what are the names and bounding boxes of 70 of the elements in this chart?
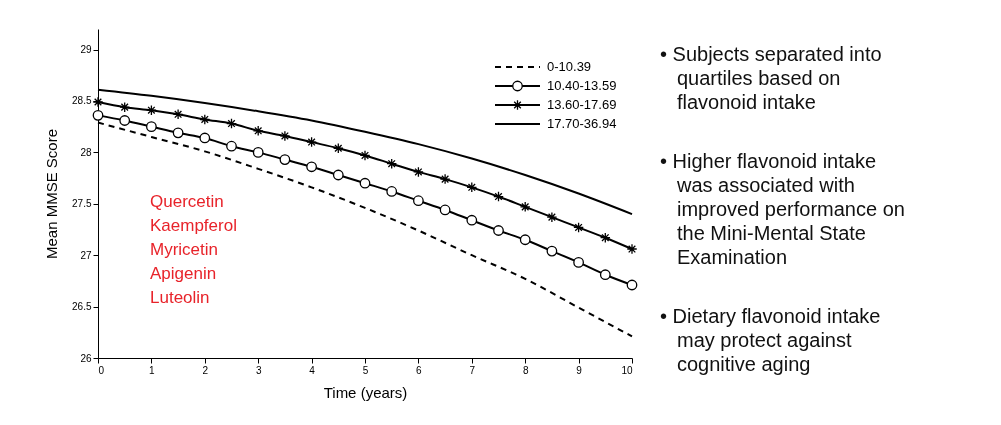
point xyxy=(199,114,211,125)
x-tick-label: 7 xyxy=(469,364,476,376)
y-tick-label: 26 xyxy=(80,352,92,364)
point xyxy=(599,269,611,281)
x-tick-label: 9 xyxy=(576,364,583,376)
point xyxy=(493,191,504,202)
point xyxy=(172,108,184,120)
point xyxy=(573,222,584,233)
x-tick-label: 2 xyxy=(202,364,209,376)
point xyxy=(119,101,131,113)
point xyxy=(413,166,424,178)
text: • Higher flavonoid intake was associated with improved performance on the Mini-Mental State Examination xyxy=(660,150,905,268)
annotation: Quercetin Kaempferol Myricetin Apigenin Luteolin xyxy=(150,192,237,307)
point xyxy=(92,96,104,108)
x-axis-title: Time (years) xyxy=(323,383,408,401)
text: • Subjects separated into quartiles based on flavonoid intake xyxy=(660,43,882,113)
point xyxy=(493,225,504,236)
point xyxy=(439,204,451,216)
y-axis-title: Mean MMSE Score xyxy=(43,128,61,260)
point xyxy=(439,173,451,185)
point xyxy=(252,146,264,158)
point xyxy=(546,245,558,257)
point xyxy=(279,154,291,165)
legend-label: 10.40-13.59 xyxy=(547,78,617,93)
point xyxy=(359,177,371,189)
point xyxy=(599,232,611,244)
point xyxy=(172,127,184,139)
point xyxy=(92,109,104,121)
y-tick-label: 27.5 xyxy=(72,198,92,210)
y-tick-label: 28 xyxy=(80,146,92,158)
x-tick-label: 3 xyxy=(255,364,262,376)
x-tick-label: 5 xyxy=(362,364,369,376)
y-tick-label: 26.5 xyxy=(72,301,92,313)
text: • Dietary flavonoid intake may protect against cognitive aging xyxy=(660,305,881,375)
point xyxy=(252,125,264,137)
point xyxy=(146,121,157,133)
point xyxy=(359,150,371,161)
point xyxy=(573,257,584,268)
y-tick-label: 27 xyxy=(80,249,92,261)
x-tick-label: 4 xyxy=(309,364,316,376)
point xyxy=(546,211,558,223)
point xyxy=(519,201,531,213)
x-tick-label: 8 xyxy=(522,364,529,376)
point xyxy=(146,104,157,116)
y-tick-label: 29 xyxy=(80,44,92,56)
point xyxy=(466,214,478,226)
x-tick-label: 10 xyxy=(621,364,633,376)
point xyxy=(226,118,237,129)
point xyxy=(626,279,638,291)
point xyxy=(626,243,638,255)
legend-label: 13.60-17.69 xyxy=(547,97,617,112)
point xyxy=(119,115,131,126)
legend-label: 0-10.39 xyxy=(547,59,592,74)
point xyxy=(386,186,398,197)
point xyxy=(279,130,291,142)
y-tick-label: 28.5 xyxy=(72,95,92,107)
point xyxy=(306,161,317,173)
point xyxy=(306,136,317,148)
point xyxy=(519,234,531,246)
point xyxy=(199,132,211,144)
point xyxy=(226,140,237,152)
x-tick-label: 0 xyxy=(98,364,105,376)
point xyxy=(332,142,344,154)
point xyxy=(466,181,478,193)
x-tick-label: 6 xyxy=(416,364,423,376)
point xyxy=(332,169,344,181)
legend-label: 17.70-36.94 xyxy=(547,116,617,131)
x-tick-label: 1 xyxy=(149,364,156,376)
point xyxy=(386,158,398,170)
point xyxy=(413,195,424,207)
